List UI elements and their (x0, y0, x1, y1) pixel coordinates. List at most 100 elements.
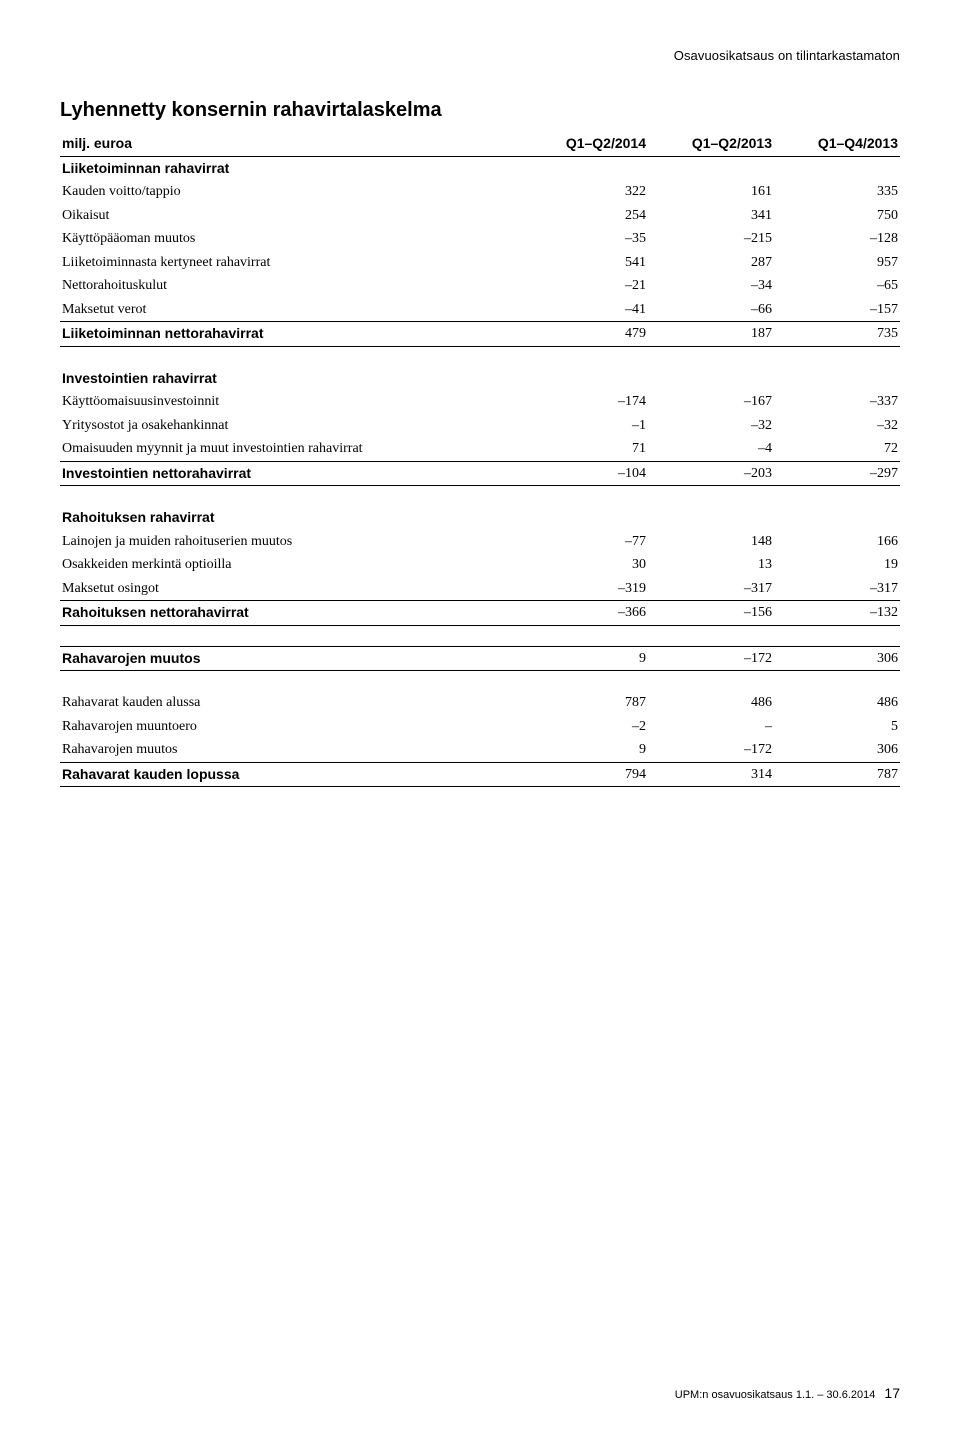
row-value: 735 (774, 322, 900, 347)
table-row: Rahavarojen muutos9–172306 (60, 646, 900, 671)
row-value: 750 (774, 204, 900, 228)
row-value: –167 (648, 390, 774, 414)
row-value: –128 (774, 227, 900, 251)
row-value: 306 (774, 738, 900, 762)
row-value: –34 (648, 274, 774, 298)
row-value: 479 (522, 322, 648, 347)
row-label: Käyttöomaisuusinvestoinnit (60, 390, 522, 414)
row-label: Rahavarat kauden alussa (60, 691, 522, 715)
row-label: Oikaisut (60, 204, 522, 228)
row-label: Investointien nettorahavirrat (60, 461, 522, 486)
col-q1q2-2013: Q1–Q2/2013 (648, 132, 774, 156)
row-label: Rahavarojen muuntoero (60, 715, 522, 739)
section-heading: Rahoituksen rahavirrat (60, 506, 900, 530)
row-value: –65 (774, 274, 900, 298)
row-value: – (648, 715, 774, 739)
row-label: Rahavarojen muutos (60, 738, 522, 762)
row-value: 314 (648, 762, 774, 787)
row-value: 72 (774, 437, 900, 461)
table-row: Käyttöpääoman muutos–35–215–128 (60, 227, 900, 251)
table-row: Liiketoiminnasta kertyneet rahavirrat541… (60, 251, 900, 275)
col-q1q2-2014: Q1–Q2/2014 (522, 132, 648, 156)
row-value: 335 (774, 180, 900, 204)
row-label: Maksetut osingot (60, 577, 522, 601)
footer-page-number: 17 (884, 1385, 900, 1401)
row-label: Rahavarojen muutos (60, 646, 522, 671)
row-value: –317 (774, 577, 900, 601)
section-heading: Liiketoiminnan rahavirrat (60, 156, 900, 180)
row-value: 9 (522, 646, 648, 671)
row-value: 787 (522, 691, 648, 715)
table-row: Rahavarat kauden lopussa794314787 (60, 762, 900, 787)
section-heading-label: Investointien rahavirrat (60, 367, 522, 391)
spacer-row (60, 346, 900, 367)
row-label: Liiketoiminnasta kertyneet rahavirrat (60, 251, 522, 275)
row-value: –104 (522, 461, 648, 486)
page-title: Lyhennetty konsernin rahavirtalaskelma (60, 99, 900, 122)
row-value: 306 (774, 646, 900, 671)
row-value: –156 (648, 601, 774, 626)
table-row: Rahoituksen nettorahavirrat–366–156–132 (60, 601, 900, 626)
row-value: –366 (522, 601, 648, 626)
table-row: Käyttöomaisuusinvestoinnit–174–167–337 (60, 390, 900, 414)
row-value: –4 (648, 437, 774, 461)
spacer-row (60, 486, 900, 507)
row-value: 541 (522, 251, 648, 275)
spacer-row (60, 671, 900, 692)
row-label: Rahavarat kauden lopussa (60, 762, 522, 787)
row-value: –319 (522, 577, 648, 601)
spacer-row (60, 625, 900, 646)
row-value: –132 (774, 601, 900, 626)
row-value: 254 (522, 204, 648, 228)
table-row: Lainojen ja muiden rahoituserien muutos–… (60, 530, 900, 554)
row-value: –1 (522, 414, 648, 438)
table-row: Rahavarat kauden alussa787486486 (60, 691, 900, 715)
row-value: –203 (648, 461, 774, 486)
row-value: –32 (774, 414, 900, 438)
row-value: –337 (774, 390, 900, 414)
row-label: Nettorahoituskulut (60, 274, 522, 298)
row-value: –172 (648, 738, 774, 762)
col-label: milj. euroa (60, 132, 522, 156)
row-label: Yritysostot ja osakehankinnat (60, 414, 522, 438)
row-value: –35 (522, 227, 648, 251)
row-value: 341 (648, 204, 774, 228)
table-row: Maksetut osingot–319–317–317 (60, 577, 900, 601)
section-heading-label: Rahoituksen rahavirrat (60, 506, 522, 530)
table-row: Maksetut verot–41–66–157 (60, 298, 900, 322)
row-value: –317 (648, 577, 774, 601)
row-label: Käyttöpääoman muutos (60, 227, 522, 251)
table-header-row: milj. euroa Q1–Q2/2014 Q1–Q2/2013 Q1–Q4/… (60, 132, 900, 156)
table-row: Omaisuuden myynnit ja muut investointien… (60, 437, 900, 461)
table-row: Liiketoiminnan nettorahavirrat479187735 (60, 322, 900, 347)
row-label: Omaisuuden myynnit ja muut investointien… (60, 437, 522, 461)
row-value: 486 (648, 691, 774, 715)
row-value: –172 (648, 646, 774, 671)
row-value: –2 (522, 715, 648, 739)
row-value: –157 (774, 298, 900, 322)
table-row: Investointien nettorahavirrat–104–203–29… (60, 461, 900, 486)
row-value: 5 (774, 715, 900, 739)
row-value: –41 (522, 298, 648, 322)
row-label: Maksetut verot (60, 298, 522, 322)
table-row: Kauden voitto/tappio322161335 (60, 180, 900, 204)
row-value: 486 (774, 691, 900, 715)
row-label: Kauden voitto/tappio (60, 180, 522, 204)
table-row: Osakkeiden merkintä optioilla301319 (60, 553, 900, 577)
row-value: –66 (648, 298, 774, 322)
row-value: 287 (648, 251, 774, 275)
table-row: Nettorahoituskulut–21–34–65 (60, 274, 900, 298)
row-value: –21 (522, 274, 648, 298)
row-value: 166 (774, 530, 900, 554)
row-value: 794 (522, 762, 648, 787)
row-label: Rahoituksen nettorahavirrat (60, 601, 522, 626)
row-value: 787 (774, 762, 900, 787)
row-value: 148 (648, 530, 774, 554)
row-value: 71 (522, 437, 648, 461)
section-heading-label: Liiketoiminnan rahavirrat (60, 156, 522, 180)
row-value: 957 (774, 251, 900, 275)
section-heading: Investointien rahavirrat (60, 367, 900, 391)
row-value: 187 (648, 322, 774, 347)
table-row: Rahavarojen muutos9–172306 (60, 738, 900, 762)
running-header: Osavuosikatsaus on tilintarkastamaton (60, 48, 900, 63)
